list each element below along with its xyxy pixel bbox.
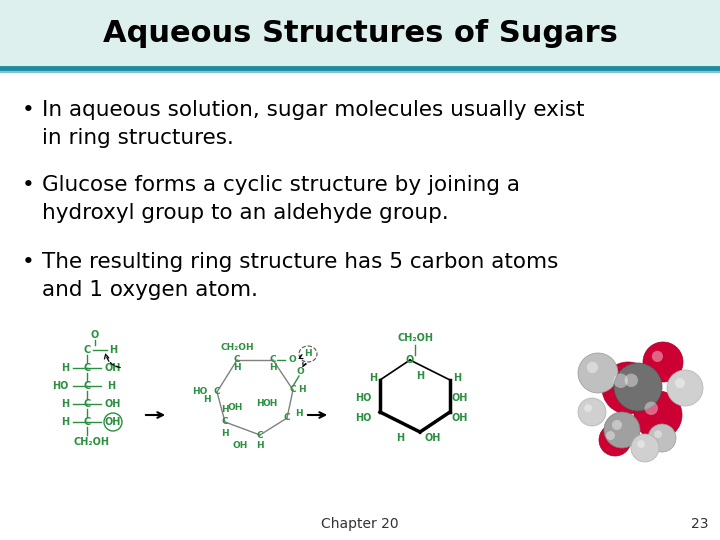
Text: C: C — [257, 430, 264, 440]
Text: Chapter 20: Chapter 20 — [321, 517, 399, 531]
Text: C: C — [284, 414, 290, 422]
Circle shape — [675, 378, 685, 388]
Text: C: C — [214, 388, 220, 396]
Text: •: • — [22, 252, 35, 272]
Text: OH: OH — [233, 441, 248, 449]
Text: O: O — [91, 330, 99, 340]
Text: HO: HO — [52, 381, 68, 391]
Text: H: H — [61, 363, 69, 373]
Text: H: H — [269, 363, 276, 373]
Circle shape — [644, 402, 658, 415]
Text: 23: 23 — [691, 517, 708, 531]
Text: Aqueous Structures of Sugars: Aqueous Structures of Sugars — [102, 19, 618, 49]
Text: C: C — [84, 417, 91, 427]
Text: H: H — [107, 381, 115, 391]
Text: HO: HO — [355, 393, 372, 403]
Text: C: C — [84, 381, 91, 391]
Text: H: H — [396, 433, 404, 443]
Text: H: H — [203, 395, 211, 404]
Text: HO: HO — [192, 388, 207, 396]
Text: H: H — [221, 429, 229, 438]
Text: C: C — [84, 363, 91, 373]
Text: OH: OH — [452, 393, 468, 403]
Text: OH: OH — [425, 433, 441, 443]
Text: H: H — [61, 399, 69, 409]
Circle shape — [587, 362, 598, 373]
Text: OH: OH — [105, 417, 121, 427]
Text: C: C — [84, 399, 91, 409]
Text: •: • — [22, 100, 35, 120]
Text: H: H — [256, 400, 264, 408]
Text: H: H — [416, 371, 424, 381]
Circle shape — [667, 370, 703, 406]
Text: O: O — [406, 355, 414, 365]
Text: O: O — [288, 355, 296, 364]
Circle shape — [612, 420, 622, 430]
Text: C: C — [270, 355, 276, 364]
Text: H: H — [256, 441, 264, 449]
FancyArrowPatch shape — [303, 362, 307, 367]
Text: C: C — [234, 355, 240, 364]
Text: OH: OH — [105, 399, 121, 409]
Circle shape — [631, 434, 659, 462]
Text: HO: HO — [355, 413, 372, 423]
Text: C: C — [222, 417, 228, 427]
Circle shape — [606, 431, 615, 440]
Text: The resulting ring structure has 5 carbon atoms
and 1 oxygen atom.: The resulting ring structure has 5 carbo… — [42, 252, 559, 300]
Text: H: H — [295, 409, 303, 418]
Text: O: O — [296, 368, 304, 376]
Text: H: H — [298, 386, 306, 395]
Circle shape — [613, 374, 628, 388]
Text: Glucose forms a cyclic structure by joining a
hydroxyl group to an aldehyde grou: Glucose forms a cyclic structure by join… — [42, 175, 520, 223]
Text: CH₂OH: CH₂OH — [220, 343, 254, 353]
Text: H: H — [109, 345, 117, 355]
Circle shape — [624, 374, 638, 387]
FancyArrowPatch shape — [104, 354, 120, 368]
Circle shape — [643, 342, 683, 382]
Text: OH: OH — [228, 403, 243, 413]
Circle shape — [637, 440, 645, 448]
Bar — [0, 0, 720, 68]
Text: H: H — [304, 349, 312, 359]
Circle shape — [652, 351, 663, 362]
Circle shape — [614, 363, 662, 411]
Text: CH₂OH: CH₂OH — [73, 437, 109, 447]
Circle shape — [604, 412, 640, 448]
Text: H: H — [233, 363, 240, 373]
Text: C: C — [289, 386, 297, 395]
Text: OH: OH — [105, 363, 121, 373]
Circle shape — [599, 424, 631, 456]
Circle shape — [578, 398, 606, 426]
FancyArrowPatch shape — [299, 355, 303, 359]
Circle shape — [634, 391, 682, 439]
Circle shape — [654, 430, 662, 438]
Text: H: H — [369, 373, 377, 383]
Circle shape — [584, 404, 592, 412]
Text: H: H — [453, 373, 461, 383]
Text: H: H — [61, 417, 69, 427]
Text: CH₂OH: CH₂OH — [397, 333, 433, 343]
Text: •: • — [22, 175, 35, 195]
Circle shape — [578, 353, 618, 393]
Text: H: H — [221, 406, 229, 415]
Text: OH: OH — [452, 413, 468, 423]
Text: OH: OH — [262, 400, 278, 408]
Circle shape — [648, 424, 676, 452]
Text: In aqueous solution, sugar molecules usually exist
in ring structures.: In aqueous solution, sugar molecules usu… — [42, 100, 585, 148]
Circle shape — [602, 362, 654, 414]
Text: C: C — [84, 345, 91, 355]
